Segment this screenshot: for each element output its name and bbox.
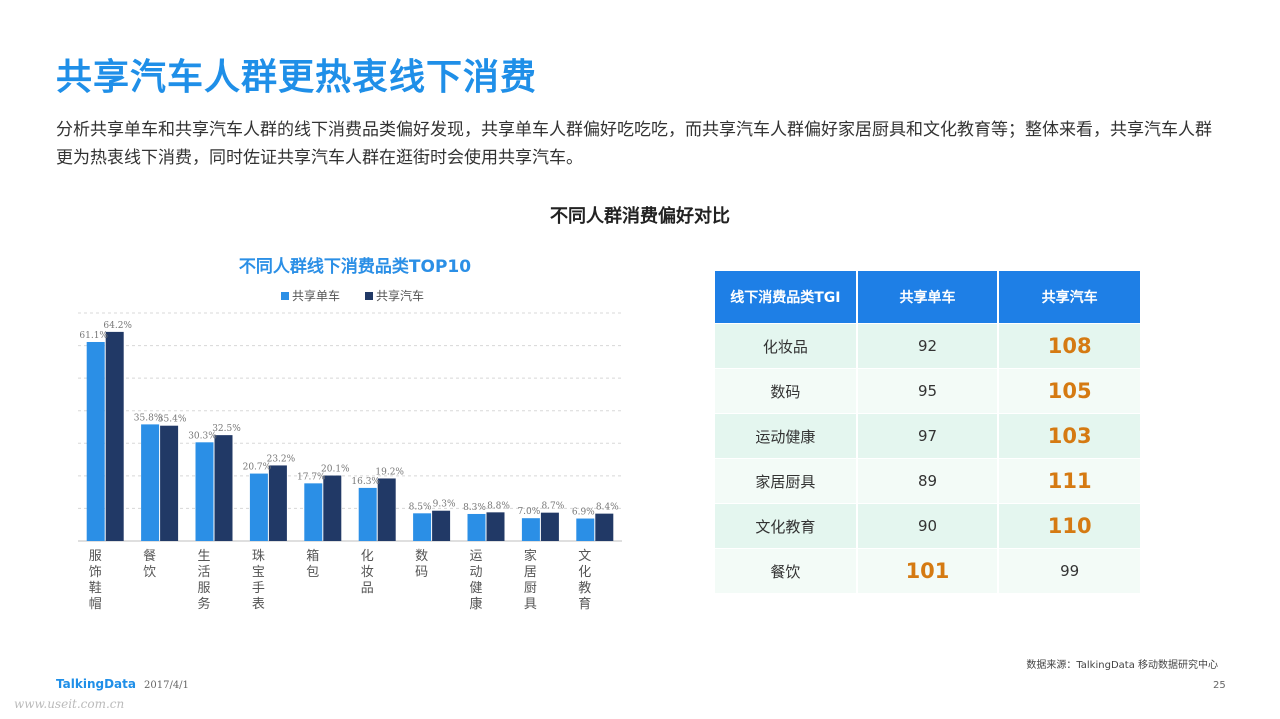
cell-category: 运动健康 — [715, 413, 858, 459]
cell-category: 化妆品 — [715, 323, 858, 369]
bar-car — [268, 465, 287, 541]
chart-title: 不同人群线下消费品类TOP10 — [239, 256, 471, 277]
cell-category: 餐饮 — [715, 548, 858, 593]
table-row: 餐饮 101 99 — [715, 548, 1140, 593]
chart-value-labels: 61.1%64.2% 35.8%35.4%30.3%32.5% 20.7%23.2%… — [79, 321, 619, 518]
value-label: 8.5% — [409, 502, 432, 512]
column-header-car: 共享汽车 — [998, 271, 1140, 324]
bar-car — [540, 512, 559, 541]
bar-bike — [413, 513, 432, 541]
cell-bike: 89 — [856, 458, 1000, 504]
value-label: 8.8% — [487, 501, 510, 511]
chart-legend: 共享单车 共享汽车 — [281, 288, 424, 303]
chart-bars — [86, 331, 614, 541]
chart-grid — [78, 312, 622, 542]
table-row: 家居厨具 89 111 — [715, 458, 1140, 504]
category-label: 化妆品 — [361, 549, 374, 596]
cell-car: 103 — [998, 413, 1140, 459]
tgi-table: 线下消费品类TGI 共享单车 共享汽车 化妆品 92 108 数码 95 105 运动健康 9… — [715, 271, 1140, 593]
value-label: 9.3% — [433, 500, 456, 510]
cell-car: 108 — [998, 323, 1140, 369]
bar-car — [160, 425, 179, 541]
bar-car — [432, 510, 451, 541]
bar-car — [377, 478, 396, 541]
value-label: 19.2% — [375, 467, 404, 477]
category-label: 数码 — [415, 549, 428, 580]
cell-car: 110 — [998, 503, 1140, 549]
source-note: 数据来源：TalkingData 移动数据研究中心 — [1026, 660, 1218, 671]
bar-bike — [141, 424, 160, 541]
value-label: 61.1% — [79, 331, 108, 341]
category-label: 生活服务 — [197, 549, 210, 612]
cell-bike: 90 — [856, 503, 1000, 549]
legend-label-car: 共享汽车 — [376, 288, 424, 303]
cell-bike: 92 — [856, 323, 1000, 369]
value-label: 6.9% — [572, 508, 595, 518]
legend-swatch-car — [365, 292, 373, 300]
category-label: 箱包 — [306, 548, 319, 580]
cell-category: 文化教育 — [715, 503, 858, 549]
cell-bike: 95 — [856, 368, 1000, 414]
page-description: 分析共享单车和共享汽车人群的线下消费品类偏好发现，共享单车人群偏好吃吃吃，而共享… — [56, 120, 1212, 168]
brand-logo: TalkingData — [56, 677, 136, 691]
cell-bike: 97 — [856, 413, 1000, 459]
value-label: 16.3% — [351, 477, 380, 487]
bar-car — [323, 475, 342, 541]
bar-bike — [467, 513, 486, 541]
table-row: 数码 95 105 — [715, 368, 1140, 414]
section-title: 不同人群消费偏好对比 — [550, 206, 730, 227]
value-label: 30.3% — [188, 431, 217, 441]
category-label: 运动健康 — [469, 549, 482, 612]
cell-car: 99 — [998, 548, 1140, 593]
table-body: 化妆品 92 108 数码 95 105 运动健康 97 103 家居厨具 89 111 文化教育 90 1… — [715, 323, 1140, 593]
legend-swatch-bike — [281, 292, 289, 300]
bar-bike — [195, 442, 214, 541]
value-label: 8.3% — [463, 503, 486, 513]
table-header-row: 线下消费品类TGI 共享单车 共享汽车 — [715, 271, 1140, 324]
bar-bike — [521, 518, 540, 541]
cell-car: 111 — [998, 458, 1140, 504]
bar-bike — [304, 483, 323, 541]
value-label: 8.7% — [541, 502, 564, 512]
table-row: 运动健康 97 103 — [715, 413, 1140, 459]
category-label: 餐饮 — [143, 548, 156, 580]
table-row: 文化教育 90 110 — [715, 503, 1140, 549]
bar-car — [595, 513, 614, 541]
category-label: 珠宝手表 — [252, 549, 265, 612]
value-label: 35.4% — [158, 415, 187, 425]
value-label: 20.7% — [243, 463, 272, 473]
bar-car — [214, 435, 233, 541]
value-label: 17.7% — [297, 472, 326, 482]
cell-bike: 101 — [856, 548, 1000, 593]
column-header-bike: 共享单车 — [856, 271, 1000, 324]
cell-category: 数码 — [715, 368, 858, 414]
table-row: 化妆品 92 108 — [715, 323, 1140, 369]
category-label: 文化教育 — [578, 549, 591, 612]
value-label: 32.5% — [212, 424, 241, 434]
bar-bike — [358, 487, 377, 541]
bar-bike — [249, 473, 268, 541]
category-label: 服饰鞋帽 — [89, 549, 102, 612]
page-title: 共享汽车人群更热衷线下消费 — [56, 57, 538, 98]
value-label: 20.1% — [321, 465, 350, 475]
value-label: 35.8% — [134, 413, 163, 423]
legend-label-bike: 共享单车 — [292, 288, 340, 303]
column-header-category: 线下消费品类TGI — [715, 271, 858, 324]
cell-category: 家居厨具 — [715, 458, 858, 504]
cell-car: 105 — [998, 368, 1140, 414]
value-label: 7.0% — [517, 507, 540, 517]
category-label: 家居厨具 — [524, 548, 537, 612]
value-label: 64.2% — [103, 321, 132, 331]
value-label: 8.4% — [596, 503, 619, 513]
watermark: www.useit.com.cn — [14, 697, 125, 711]
value-label: 23.2% — [267, 454, 296, 464]
bar-car — [105, 331, 124, 541]
bar-bike — [576, 518, 595, 541]
bar-bike — [86, 341, 105, 541]
footer-date: 2017/4/1 — [144, 680, 189, 691]
chart-category-labels: 服饰鞋帽 餐饮 生活服务 珠宝手表 箱包 化妆品 数码 运动健康 家居厨具 文化教育 — [89, 548, 592, 612]
bar-car — [486, 512, 505, 541]
page-number: 25 — [1213, 680, 1226, 691]
